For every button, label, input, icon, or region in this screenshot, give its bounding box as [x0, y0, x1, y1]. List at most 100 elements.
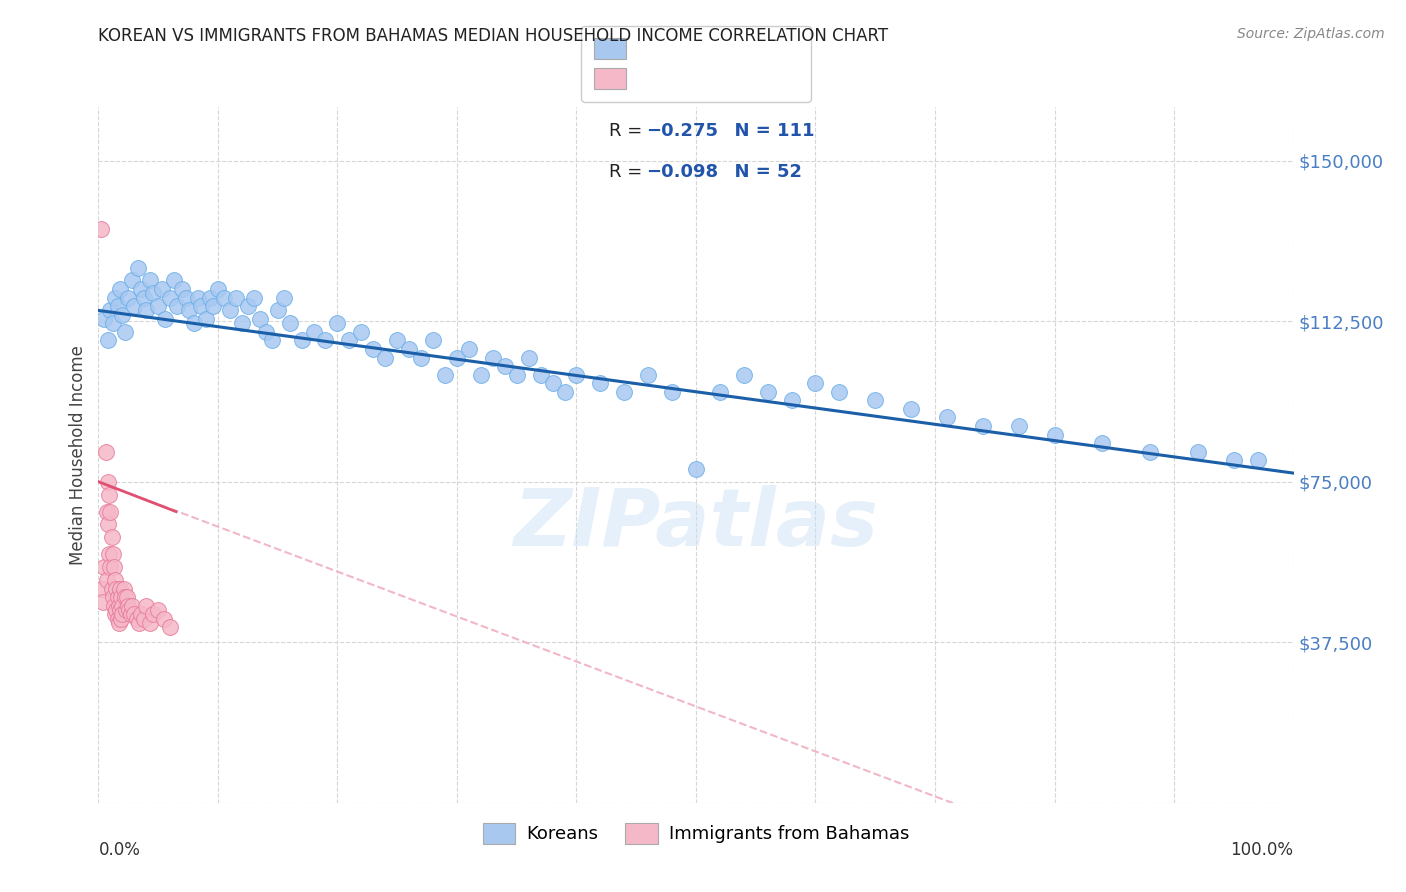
Point — [117, 291, 139, 305]
Point — [105, 582, 128, 596]
Point — [107, 591, 129, 605]
Point — [212, 291, 235, 305]
Legend: Koreans, Immigrants from Bahamas: Koreans, Immigrants from Bahamas — [470, 810, 922, 856]
Point — [267, 303, 290, 318]
Point — [163, 273, 186, 287]
Point — [107, 599, 129, 613]
Point — [98, 505, 122, 519]
Point — [198, 291, 221, 305]
Point — [93, 312, 115, 326]
Point — [315, 334, 337, 348]
Point — [107, 612, 129, 626]
Point — [111, 599, 134, 613]
Point — [128, 615, 150, 630]
Point — [202, 299, 225, 313]
Point — [207, 282, 229, 296]
Point — [150, 282, 173, 296]
Point — [101, 316, 124, 330]
Point — [125, 612, 148, 626]
Point — [114, 325, 136, 339]
Point — [172, 282, 194, 296]
Text: −0.098: −0.098 — [645, 162, 718, 181]
Point — [159, 620, 181, 634]
Point — [219, 303, 242, 318]
Point — [733, 368, 755, 382]
Point — [422, 334, 444, 348]
Point — [111, 308, 134, 322]
Text: 0.0%: 0.0% — [98, 841, 141, 859]
Point — [93, 560, 115, 574]
Point — [105, 603, 128, 617]
Point — [135, 303, 157, 318]
Point — [132, 291, 155, 305]
Point — [1139, 444, 1161, 458]
Point — [112, 582, 135, 596]
Text: KOREAN VS IMMIGRANTS FROM BAHAMAS MEDIAN HOUSEHOLD INCOME CORRELATION CHART: KOREAN VS IMMIGRANTS FROM BAHAMAS MEDIAN… — [98, 27, 889, 45]
Point — [190, 299, 212, 313]
Point — [661, 384, 683, 399]
Point — [117, 599, 139, 613]
Point — [254, 325, 277, 339]
Point — [1223, 453, 1246, 467]
Point — [446, 351, 468, 365]
Point — [98, 487, 121, 501]
Text: N = 52: N = 52 — [723, 162, 803, 181]
Text: ZIPatlas: ZIPatlas — [513, 485, 879, 564]
Point — [236, 299, 259, 313]
Point — [142, 607, 165, 622]
Point — [101, 548, 124, 562]
Point — [155, 312, 177, 326]
Point — [374, 351, 396, 365]
Point — [613, 384, 636, 399]
Point — [554, 384, 576, 399]
Point — [118, 603, 141, 617]
Point — [124, 299, 146, 313]
Point — [166, 299, 188, 313]
Point — [131, 607, 153, 622]
Point — [1043, 427, 1066, 442]
Text: −0.275: −0.275 — [645, 122, 718, 140]
Point — [94, 444, 117, 458]
Point — [127, 260, 149, 275]
Point — [107, 299, 129, 313]
Point — [481, 351, 505, 365]
Point — [249, 312, 271, 326]
Point — [589, 376, 612, 391]
Point — [148, 299, 170, 313]
Point — [565, 368, 588, 382]
Point — [363, 342, 385, 356]
Point — [517, 351, 540, 365]
Point — [97, 334, 120, 348]
Point — [936, 410, 959, 425]
Point — [96, 573, 118, 587]
Point — [124, 607, 146, 622]
Point — [339, 334, 361, 348]
Point — [111, 607, 134, 622]
Point — [865, 393, 887, 408]
Point — [350, 325, 373, 339]
Point — [780, 393, 803, 408]
Point — [131, 282, 153, 296]
Point — [121, 273, 143, 287]
Point — [470, 368, 492, 382]
Y-axis label: Median Household Income: Median Household Income — [69, 345, 87, 565]
Text: Source: ZipAtlas.com: Source: ZipAtlas.com — [1237, 27, 1385, 41]
Point — [506, 368, 529, 382]
Point — [278, 316, 301, 330]
Point — [120, 607, 142, 622]
Point — [828, 384, 851, 399]
Point — [91, 582, 114, 596]
Point — [1187, 444, 1209, 458]
Point — [108, 582, 131, 596]
Point — [139, 273, 162, 287]
Point — [685, 462, 707, 476]
Point — [101, 591, 124, 605]
Point — [142, 286, 165, 301]
Text: R =: R = — [609, 162, 648, 181]
Point — [159, 291, 181, 305]
Point — [291, 334, 314, 348]
Point — [1008, 419, 1031, 434]
Point — [385, 334, 409, 348]
Point — [195, 312, 218, 326]
Point — [243, 291, 266, 305]
